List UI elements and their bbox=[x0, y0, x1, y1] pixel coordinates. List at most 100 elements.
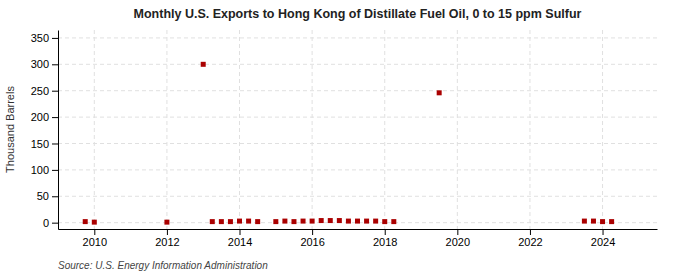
plot: 2010 2012 2014 2016 2018 2020 2022 2024 0 50 100 15… bbox=[31, 30, 658, 248]
y-label: Thousand Barrels bbox=[4, 86, 16, 173]
grid-line bbox=[58, 169, 657, 170]
annotation: Source: U.S. Energy Information Administ… bbox=[58, 260, 268, 271]
tick-label: 150 bbox=[31, 138, 49, 150]
grid-line bbox=[239, 30, 240, 229]
point bbox=[600, 219, 605, 224]
tick-mark bbox=[240, 229, 241, 235]
tick-mark bbox=[312, 229, 313, 235]
tick: 200 bbox=[31, 111, 58, 123]
grid bbox=[58, 30, 657, 229]
grid-line bbox=[384, 30, 385, 229]
tick-label: 200 bbox=[31, 111, 49, 123]
grid-line bbox=[312, 30, 313, 229]
tick-mark bbox=[457, 229, 458, 235]
tick: 2016 bbox=[300, 229, 324, 248]
tick: 2024 bbox=[591, 229, 615, 248]
point bbox=[373, 219, 378, 224]
tick-label: 2018 bbox=[373, 236, 397, 248]
points bbox=[83, 62, 614, 225]
tick-mark bbox=[52, 143, 58, 144]
point bbox=[609, 219, 614, 224]
point bbox=[273, 219, 278, 224]
tick-label: 50 bbox=[37, 190, 49, 202]
point bbox=[337, 218, 342, 223]
grid-line bbox=[166, 30, 167, 229]
axis-line bbox=[59, 229, 658, 230]
title: Monthly U.S. Exports to Hong Kong of Dis… bbox=[134, 7, 582, 21]
tick: 50 bbox=[37, 190, 58, 202]
tick: 250 bbox=[31, 85, 58, 97]
tick-mark bbox=[52, 196, 58, 197]
tick: 2018 bbox=[373, 229, 397, 248]
grid-line bbox=[58, 90, 657, 91]
tick-mark bbox=[52, 91, 58, 92]
tick-label: 2012 bbox=[155, 236, 179, 248]
grid-line bbox=[94, 30, 95, 229]
tick: 150 bbox=[31, 138, 58, 150]
grid-line bbox=[58, 196, 657, 197]
grid-line bbox=[602, 30, 603, 229]
tick-label: 2024 bbox=[591, 236, 615, 248]
tick-mark bbox=[52, 64, 58, 65]
x-axis: 2010 2012 2014 2016 2018 2020 2022 2024 bbox=[59, 229, 658, 248]
point bbox=[246, 219, 251, 224]
point bbox=[164, 220, 169, 225]
tick: 300 bbox=[31, 58, 58, 70]
point bbox=[255, 219, 260, 224]
tick-label: 2016 bbox=[300, 236, 324, 248]
tick-label: 2020 bbox=[446, 236, 470, 248]
tick-mark bbox=[603, 229, 604, 235]
tick: 100 bbox=[31, 164, 58, 176]
point bbox=[210, 219, 215, 224]
y-axis: 0 50 100 150 200 250 300 350 bbox=[31, 31, 59, 230]
point bbox=[391, 219, 396, 224]
point bbox=[364, 219, 369, 224]
tick-label: 2022 bbox=[518, 236, 542, 248]
tick-mark bbox=[167, 229, 168, 235]
axis-line bbox=[58, 31, 59, 230]
tick-label: 2010 bbox=[83, 236, 107, 248]
point bbox=[228, 219, 233, 224]
grid-line bbox=[529, 30, 530, 229]
point bbox=[346, 219, 351, 224]
grid-line bbox=[58, 64, 657, 65]
tick: 2020 bbox=[446, 229, 470, 248]
grid-line bbox=[457, 30, 458, 229]
point bbox=[310, 219, 315, 224]
tick-mark bbox=[52, 38, 58, 39]
tick: 0 bbox=[43, 217, 58, 229]
point bbox=[237, 219, 242, 224]
tick-mark bbox=[52, 117, 58, 118]
grid-line bbox=[58, 37, 657, 38]
tick-label: 300 bbox=[31, 58, 49, 70]
point bbox=[282, 219, 287, 224]
point bbox=[319, 218, 324, 223]
point bbox=[582, 219, 587, 224]
tick-mark bbox=[385, 229, 386, 235]
point bbox=[201, 62, 206, 67]
tick-mark bbox=[94, 229, 95, 235]
tick-label: 2014 bbox=[228, 236, 252, 248]
tick: 2012 bbox=[155, 229, 179, 248]
grid-line bbox=[58, 143, 657, 144]
point bbox=[355, 219, 360, 224]
point bbox=[92, 220, 97, 225]
point bbox=[328, 218, 333, 223]
grid-line bbox=[58, 117, 657, 118]
tick: 2022 bbox=[518, 229, 542, 248]
tick: 350 bbox=[31, 32, 58, 44]
point bbox=[301, 219, 306, 224]
point bbox=[591, 219, 596, 224]
tick-label: 350 bbox=[31, 32, 49, 44]
tick-mark bbox=[530, 229, 531, 235]
tick-mark bbox=[52, 223, 58, 224]
tick-label: 0 bbox=[43, 217, 49, 229]
chart: 2010 2012 2014 2016 2018 2020 2022 2024 0 50 100 15… bbox=[0, 0, 675, 275]
point bbox=[83, 219, 88, 224]
point bbox=[219, 219, 224, 224]
tick-label: 250 bbox=[31, 85, 49, 97]
tick-mark bbox=[52, 170, 58, 171]
point bbox=[382, 219, 387, 224]
point bbox=[437, 90, 442, 95]
tick: 2014 bbox=[228, 229, 252, 248]
